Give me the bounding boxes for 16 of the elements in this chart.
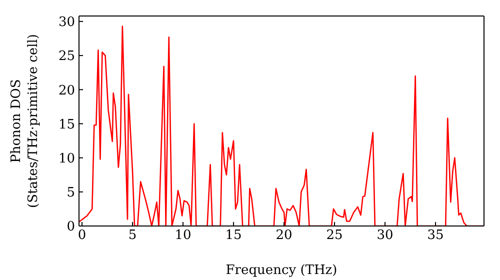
y-tick-label: 25 [58,49,75,64]
x-tick-label: 20 [276,228,292,244]
y-axis-title: Phonon DOS (States/THz·primitive cell) [9,34,41,208]
x-tick-label: 10 [174,228,192,244]
x-tick-label: 35 [427,228,444,244]
x-tick-label: 15 [225,228,242,244]
y-tick-label: 15 [58,117,75,132]
y-tick-label: 30 [58,15,75,30]
y-tick-label: 20 [58,83,75,98]
x-tick-label: 30 [376,228,394,244]
y-tick-label: 5 [66,186,75,201]
x-tick-label: 25 [326,228,343,244]
x-axis-title: Frequency (THz) [226,263,338,278]
y-tick-label: 10 [58,151,75,166]
x-tick-label: 0 [78,228,86,244]
x-tick-label: 5 [128,228,137,244]
